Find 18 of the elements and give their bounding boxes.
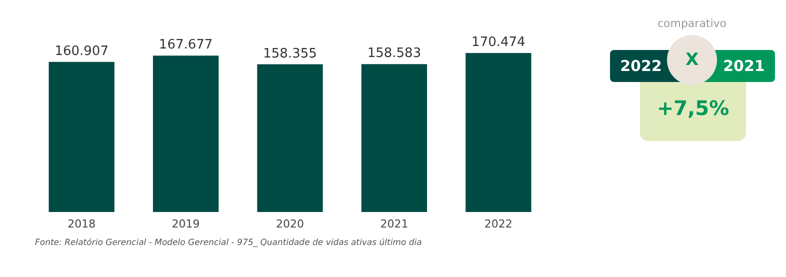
data-label: 167.677 <box>158 38 213 53</box>
data-label: 158.583 <box>367 46 422 62</box>
data-label: 160.907 <box>54 44 108 59</box>
source-note: Fonte: Relatório Gerencial - Modelo Gerencial - 975_ Quantidade de vidas ativas último dia <box>35 238 422 248</box>
x-tick-label: 2022 <box>484 218 512 230</box>
bar <box>361 64 428 212</box>
bar <box>466 53 532 212</box>
data-label: 170.474 <box>472 35 526 50</box>
data-label: 158.355 <box>263 46 317 62</box>
bar <box>48 62 114 212</box>
x-tick-label: 2019 <box>172 218 200 230</box>
bar <box>152 56 219 212</box>
circle-badge: X <box>667 35 717 85</box>
x-tick-label: 2018 <box>68 218 96 230</box>
text: comparativo <box>657 16 727 31</box>
x-tick-label: 2021 <box>380 218 408 230</box>
x-tick-label: 2020 <box>276 218 304 230</box>
bar <box>257 64 323 212</box>
